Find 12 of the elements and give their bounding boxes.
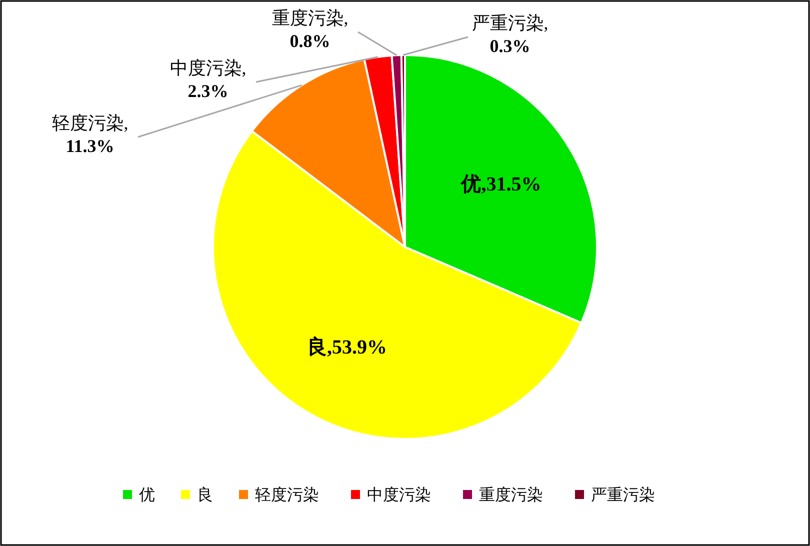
data-label: 良,53.9% bbox=[307, 336, 388, 359]
data-label: 轻度污染,11.3% bbox=[52, 113, 128, 156]
legend-label: 良 bbox=[197, 485, 213, 504]
legend-label: 优 bbox=[139, 485, 155, 504]
legend-label: 轻度污染 bbox=[255, 485, 319, 504]
data-label: 重度污染,0.8% bbox=[272, 8, 348, 51]
legend-label: 严重污染 bbox=[591, 485, 655, 504]
data-label: 中度污染,2.3% bbox=[170, 58, 246, 101]
data-label: 优,31.5% bbox=[460, 174, 542, 196]
legend-label: 中度污染 bbox=[367, 485, 431, 504]
legend-label: 重度污染 bbox=[479, 485, 543, 504]
data-label: 严重污染,0.3% bbox=[472, 13, 548, 56]
